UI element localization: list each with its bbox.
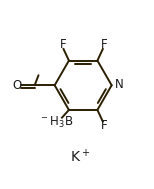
Text: K$^+$: K$^+$	[70, 148, 90, 166]
Text: O: O	[13, 79, 22, 92]
Text: F: F	[59, 38, 66, 51]
Text: F: F	[101, 38, 107, 51]
Text: $^-$H$_3$B: $^-$H$_3$B	[39, 115, 74, 130]
Text: N: N	[115, 77, 123, 91]
Text: F: F	[101, 119, 108, 132]
